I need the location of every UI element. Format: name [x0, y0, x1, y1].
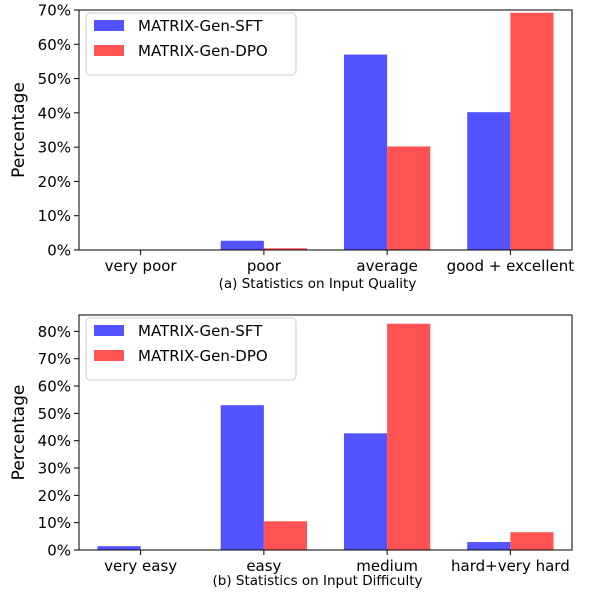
x-tick-label: easy	[246, 557, 281, 575]
legend-box	[85, 317, 297, 381]
bar-matrix-gen-dpo-1	[263, 521, 308, 550]
bar-matrix-gen-sft-2	[343, 54, 388, 251]
chart-caption: (b) Statistics on Input Difficulty	[213, 573, 423, 589]
chart-caption: (a) Statistics on Input Quality	[219, 276, 417, 292]
bar-matrix-gen-dpo-1	[263, 248, 308, 250]
legend-box	[85, 12, 297, 76]
y-tick-label: 60%	[38, 36, 71, 54]
y-tick-label: 40%	[38, 432, 71, 450]
y-tick-label: 70%	[38, 350, 71, 368]
x-tick-label: poor	[247, 257, 282, 275]
bar-matrix-gen-sft-3	[467, 542, 511, 550]
y-tick-label: 10%	[38, 207, 71, 225]
bar-matrix-gen-sft-1	[220, 405, 264, 550]
legend: MATRIX-Gen-SFT MATRIX-Gen-DPO	[85, 12, 297, 76]
y-tick-label: 30%	[38, 139, 71, 157]
bar-matrix-gen-sft-1	[220, 240, 264, 250]
y-tick-label: 50%	[38, 70, 71, 88]
legend-swatch-matrix-gen-dpo	[94, 45, 124, 56]
x-tick-label: average	[356, 257, 417, 275]
bar-matrix-gen-dpo-3	[510, 532, 554, 550]
bar-matrix-gen-dpo-2	[387, 146, 431, 250]
bar-matrix-gen-sft-2	[343, 433, 388, 550]
y-axis-label: Percentage	[9, 82, 29, 178]
legend: MATRIX-Gen-SFT MATRIX-Gen-DPO	[85, 317, 297, 381]
legend-label: MATRIX-Gen-DPO	[138, 347, 268, 365]
x-tick-label: medium	[356, 557, 418, 575]
chart-panel-quality: 0% 10% 20% 30% 40% 50% 60% 70% very poor poor aver…	[9, 2, 574, 293]
legend-label: MATRIX-Gen-SFT	[138, 322, 263, 340]
y-tick-label: 20%	[38, 487, 71, 505]
plot-frame	[78, 9, 573, 251]
x-tick-label: good + excellent	[447, 257, 575, 275]
plot-frame	[78, 314, 573, 551]
y-tick-label: 0%	[47, 542, 71, 560]
y-tick-label: 70%	[38, 2, 71, 20]
bar-matrix-gen-dpo-2	[387, 323, 431, 550]
y-tick-label: 30%	[38, 460, 71, 478]
chart-panel-difficulty: 0% 10% 20% 30% 40% 50% 60% 70% 80% very easy easy m…	[9, 314, 573, 589]
y-tick-label: 40%	[38, 104, 71, 122]
y-tick-label: 0%	[47, 242, 71, 260]
bar-matrix-gen-sft-3	[467, 112, 511, 251]
x-tick-label: very easy	[104, 557, 177, 575]
bar-matrix-gen-sft-0	[97, 546, 141, 550]
legend-swatch-matrix-gen-sft	[94, 325, 124, 336]
y-tick-label: 80%	[38, 323, 71, 341]
legend-swatch-matrix-gen-sft	[94, 20, 124, 31]
bar-matrix-gen-dpo-3	[510, 12, 554, 250]
x-tick-label: very poor	[105, 257, 178, 275]
legend-label: MATRIX-Gen-DPO	[138, 42, 268, 60]
y-axis-label: Percentage	[9, 385, 29, 481]
legend-swatch-matrix-gen-dpo	[94, 350, 124, 361]
x-tick-label: hard+very hard	[451, 557, 570, 575]
y-tick-label: 60%	[38, 378, 71, 396]
y-tick-label: 50%	[38, 405, 71, 423]
legend-label: MATRIX-Gen-SFT	[138, 17, 263, 35]
y-tick-label: 20%	[38, 173, 71, 191]
y-tick-label: 10%	[38, 514, 71, 532]
